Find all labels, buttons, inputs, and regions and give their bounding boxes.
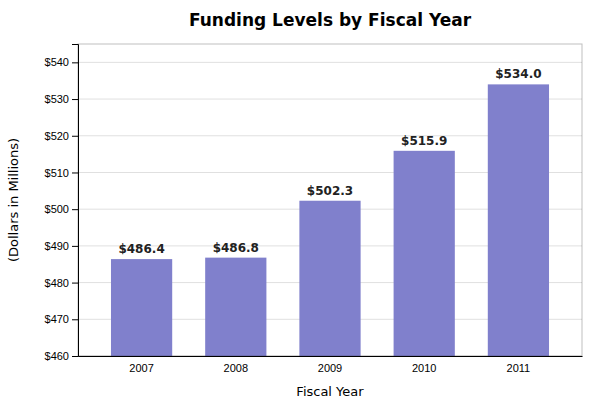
bar (488, 84, 549, 356)
data-label: $502.3 (307, 184, 353, 198)
y-tick-label: $480 (45, 277, 69, 289)
y-tick: $470 (45, 313, 78, 325)
x-axis: 2007 2008 2009 2010 2011 (79, 357, 583, 374)
bar (299, 201, 360, 356)
y-tick-mark (72, 209, 78, 210)
plot-area: $460 $470 $480 $490 $500 $510 $520 $530 $540 2007… (45, 44, 583, 374)
y-tick-label: $540 (45, 56, 69, 68)
y-tick-mark (72, 99, 78, 100)
y-tick: $520 (45, 130, 78, 142)
y-axis-title: (Dollars in Millions) (6, 138, 21, 262)
y-tick: $460 (45, 350, 78, 362)
data-labels: $486.4 $486.8 $502.3 $515.9 $534.0 (118, 67, 541, 256)
data-label: $534.0 (495, 67, 541, 81)
grid-line (78, 62, 582, 63)
y-tick-label: $510 (45, 166, 69, 178)
y-axis: $460 $470 $480 $490 $500 $510 $520 $530 $540 (45, 45, 79, 363)
x-tick-label: 2011 (507, 362, 531, 374)
x-tick-label: 2010 (412, 362, 436, 374)
y-tick-mark (72, 136, 78, 137)
x-tick-label: 2009 (318, 362, 342, 374)
x-tick: 2010 (412, 362, 436, 374)
y-tick-label: $470 (45, 313, 69, 325)
x-tick: 2008 (224, 362, 248, 374)
y-tick: $540 (45, 56, 78, 68)
y-tick-label: $530 (45, 93, 69, 105)
data-label: $486.4 (118, 242, 164, 256)
y-tick-mark (72, 356, 78, 357)
bar (205, 258, 266, 356)
y-tick-label: $490 (45, 240, 69, 252)
data-label: $515.9 (401, 134, 447, 148)
y-tick-mark (72, 62, 78, 63)
y-tick: $530 (45, 93, 78, 105)
y-tick-label: $500 (45, 203, 69, 215)
bars (111, 84, 549, 356)
y-tick-label: $460 (45, 350, 69, 362)
data-label: $486.8 (213, 241, 259, 255)
x-tick: 2009 (318, 362, 342, 374)
y-tick-mark (72, 172, 78, 173)
bar (394, 151, 455, 356)
x-tick-label: 2007 (129, 362, 153, 374)
grid (78, 62, 582, 356)
plot-frame (78, 44, 582, 356)
y-tick-label: $520 (45, 130, 69, 142)
title: Funding Levels by Fiscal Year (189, 10, 472, 30)
x-tick: 2007 (129, 362, 153, 374)
y-tick: $490 (45, 240, 78, 252)
y-tick-mark (72, 246, 78, 247)
y-tick: $480 (45, 277, 78, 289)
y-tick: $510 (45, 166, 78, 178)
x-axis-title: Fiscal Year (296, 384, 364, 399)
x-tick-label: 2008 (224, 362, 248, 374)
y-tick-mark (72, 319, 78, 320)
y-tick-mark (72, 283, 78, 284)
bar (111, 259, 172, 356)
y-tick: $500 (45, 203, 78, 215)
chart: $460 $470 $480 $490 $500 $510 $520 $530 $540 2007… (0, 0, 602, 408)
x-tick: 2011 (507, 362, 531, 374)
